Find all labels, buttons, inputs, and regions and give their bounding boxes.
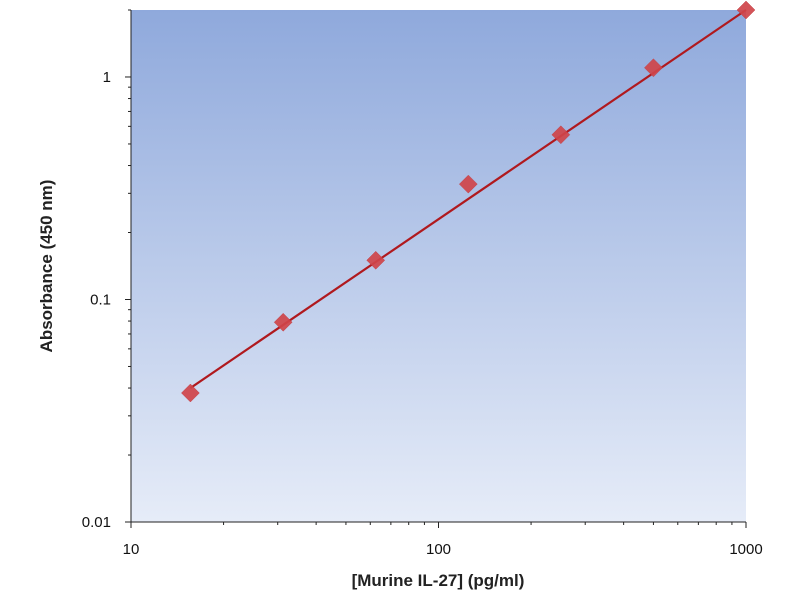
data-point [273, 312, 293, 332]
x-axis-title: [Murine IL-27] (pg/ml) [352, 571, 525, 590]
ticks: 0.01 0.1 1 10 100 1000 [82, 9, 763, 558]
data-points [181, 0, 756, 403]
x-tick-label: 100 [426, 541, 451, 558]
data-point [736, 0, 756, 20]
data-point [458, 174, 478, 194]
data-point [644, 58, 663, 78]
y-tick-label: 1 [103, 69, 111, 86]
y-tick-label: 0.1 [90, 291, 111, 308]
data-point [551, 125, 571, 145]
data-point [181, 383, 200, 403]
plot-area [131, 10, 746, 522]
x-tick-label: 1000 [729, 541, 762, 558]
y-axis-title: Absorbance (450 nm) [37, 180, 56, 353]
data-point [366, 250, 386, 270]
y-tick-label: 0.01 [82, 514, 111, 531]
x-tick-label: 10 [123, 541, 140, 558]
